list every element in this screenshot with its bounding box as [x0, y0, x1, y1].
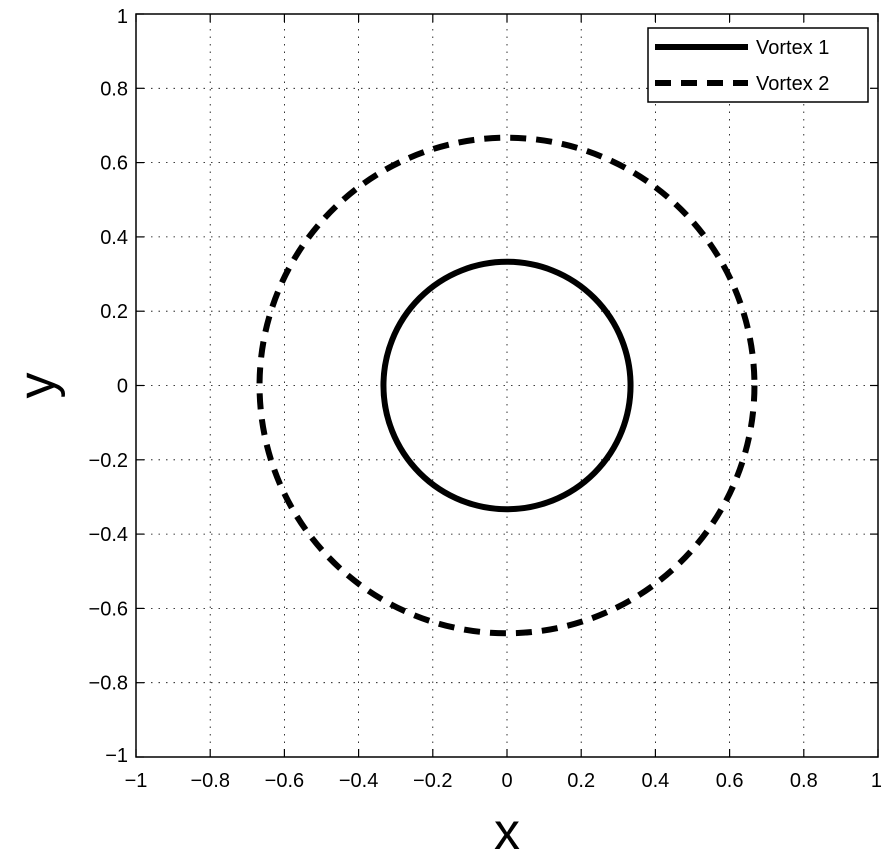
x-tick-label: 1: [871, 770, 882, 792]
series-layer: [256, 134, 758, 637]
x-tick-label: 0.8: [790, 770, 818, 792]
x-tick-label: −0.2: [413, 770, 452, 792]
y-tick-label: 1: [117, 6, 128, 28]
y-axis-label: y: [8, 373, 66, 399]
y-tick-label: 0.2: [100, 301, 128, 323]
legend: Vortex 1 Vortex 2: [647, 27, 869, 103]
y-tick-label: −0.2: [89, 450, 128, 472]
x-tick-label: −0.6: [265, 770, 304, 792]
x-tick-label: 0.4: [641, 770, 669, 792]
y-tick-label: 0.4: [100, 227, 128, 249]
series-vortex-2: [256, 134, 758, 637]
x-tick-label: −0.4: [339, 770, 378, 792]
legend-box: [647, 27, 869, 103]
y-tick-label: 0.6: [100, 153, 128, 175]
y-tick-label: −0.4: [89, 524, 128, 546]
tick-labels: −1 −0.8 −0.6 −0.4 −0.2 0 0.2 0.4 0.6 0.8 1 −1 −0.8 −0…: [89, 6, 882, 792]
plot-frame: [135, 13, 879, 758]
legend-label-vortex-2: Vortex 2: [756, 73, 829, 95]
x-axis-label: x: [494, 803, 520, 859]
y-tick-label: 0: [117, 376, 128, 398]
x-tick-label: 0.2: [567, 770, 595, 792]
y-tick-label: −1: [105, 745, 128, 767]
x-tick-label: −0.8: [190, 770, 229, 792]
y-tick-label: 0.8: [100, 78, 128, 100]
x-tick-label: 0.6: [716, 770, 744, 792]
y-tick-label: −0.8: [89, 673, 128, 695]
x-tick-label: −1: [125, 770, 148, 792]
grid: [136, 14, 878, 757]
y-tick-label: −0.6: [89, 598, 128, 620]
legend-label-vortex-1: Vortex 1: [756, 37, 829, 59]
series-vortex-1: [380, 258, 634, 513]
x-tick-label: 0: [501, 770, 512, 792]
